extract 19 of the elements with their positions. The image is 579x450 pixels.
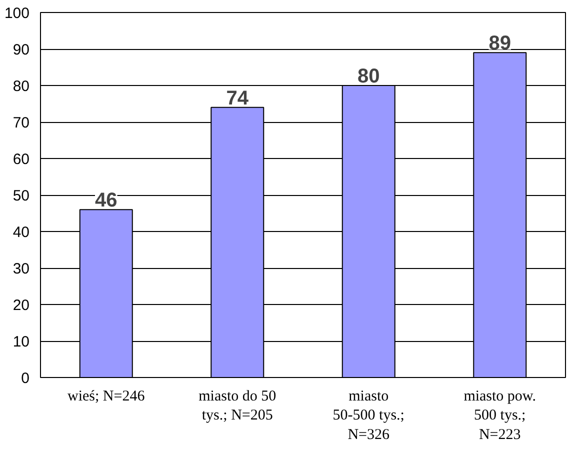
y-tick-label: 30	[12, 260, 30, 278]
y-tick-label: 0	[21, 370, 30, 387]
data-label: 80	[358, 66, 380, 88]
y-tick-label: 40	[12, 224, 30, 241]
y-tick-label: 60	[12, 151, 30, 168]
x-tick-label: miasto 50-500 tys.; N=326	[332, 388, 404, 443]
y-tick-label: 50	[12, 188, 30, 204]
data-label: 89	[488, 32, 511, 55]
y-tick-label: 90	[12, 42, 30, 58]
data-label: 46	[95, 190, 118, 212]
y-tick-label: 80	[12, 78, 30, 95]
x-tick-label: miasto do 50 tys.; N=205	[198, 388, 276, 424]
y-tick-label: 100	[4, 5, 30, 22]
x-tick-label: wieś; N=246	[68, 388, 146, 404]
y-tick-label: 10	[12, 334, 30, 350]
data-label: 74	[226, 87, 250, 110]
x-tick-label: miasto pow. 500 tys.; N=223	[464, 388, 536, 443]
y-tick-label: 20	[12, 297, 30, 314]
y-tick-label: 70	[12, 114, 30, 132]
